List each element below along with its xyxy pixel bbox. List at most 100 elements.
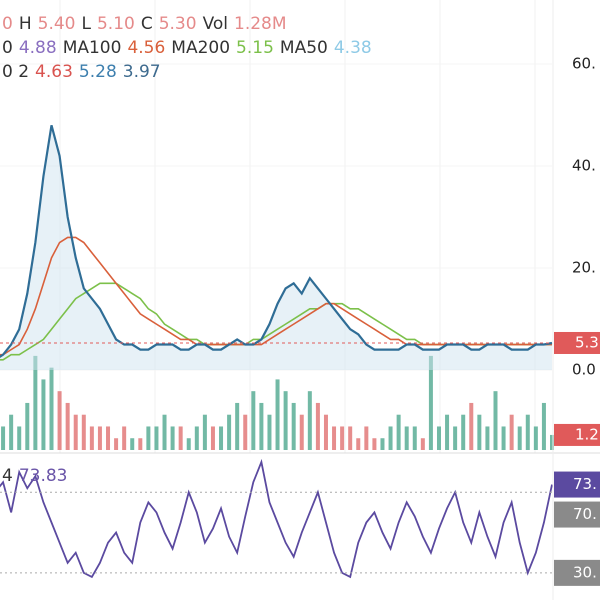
- volume-bar: [57, 391, 62, 450]
- volume-bar: [493, 391, 498, 450]
- volume-bar: [210, 426, 215, 450]
- volume-bar: [396, 414, 401, 450]
- volume-bar: [380, 438, 385, 450]
- header-text: 1.28M: [234, 14, 287, 34]
- volume-bar: [267, 414, 272, 450]
- header-text: H: [18, 14, 32, 34]
- volume-bar: [106, 426, 111, 450]
- volume-bar: [259, 402, 264, 450]
- header-text: 4: [2, 466, 13, 486]
- volume-bar: [114, 438, 119, 450]
- y-tick-label: 40.: [572, 157, 596, 175]
- volume-bar: [428, 355, 433, 450]
- volume-bar: [420, 438, 425, 450]
- header-text: C: [140, 14, 153, 34]
- rsi-tick-label: 30.: [573, 563, 597, 581]
- volume-bar: [97, 426, 102, 450]
- header-text: 4.63: [35, 62, 73, 82]
- header-text: 73.83: [18, 466, 68, 486]
- volume-bar: [436, 426, 441, 450]
- header-row: 0 4.88 MA100 4.56 MA200 5.15 MA50 4.38: [2, 38, 378, 58]
- volume-bar: [89, 426, 94, 450]
- volume-bar: [251, 391, 256, 450]
- header-text: MA200: [171, 38, 231, 58]
- volume-bar: [9, 414, 14, 450]
- volume-bar: [550, 434, 554, 450]
- volume-bar: [485, 426, 490, 450]
- volume-bar: [323, 414, 328, 450]
- price-area: [0, 125, 552, 371]
- header-text: 4.56: [127, 38, 166, 58]
- rsi-tag-bg: [554, 471, 600, 498]
- volume-bar: [170, 426, 175, 450]
- volume-bar: [41, 379, 46, 450]
- header-text: Vol: [202, 14, 228, 34]
- price-tag: 5.3: [575, 333, 599, 351]
- volume-bar: [364, 426, 369, 450]
- ma-line: [0, 124, 553, 358]
- volume-bar: [178, 426, 183, 450]
- volume-bar: [501, 426, 506, 450]
- volume-bar: [404, 426, 409, 450]
- volume-bar: [332, 426, 337, 450]
- y-tick-label: 0.0: [572, 361, 596, 379]
- header-text: 5.15: [236, 38, 274, 58]
- header-text: 5.30: [158, 14, 197, 34]
- rsi-tick-label: 70.: [573, 505, 597, 523]
- y-tick-label: 20.: [572, 259, 596, 277]
- rsi-header: 4 73.83: [2, 466, 74, 486]
- volume-bar: [65, 402, 70, 450]
- rsi-line: [0, 458, 553, 579]
- volume-bar: [219, 426, 224, 450]
- rsi-tick-bg: [554, 559, 600, 586]
- volume-bar: [453, 426, 458, 450]
- rsi-tag: 73.: [573, 475, 597, 493]
- volume-bar: [291, 402, 296, 450]
- volume-bar: [17, 426, 22, 450]
- rsi-panel: [0, 453, 600, 600]
- header-text: MA50: [279, 38, 328, 58]
- header-text: 4.38: [333, 38, 372, 58]
- price-tag-bg: [554, 331, 600, 354]
- header-text: 5.40: [37, 14, 76, 34]
- volume-bar: [412, 426, 417, 450]
- volume-bar: [307, 391, 312, 450]
- volume-bar: [146, 426, 151, 450]
- volume-tag-bg: [554, 423, 600, 446]
- header-text: 4.88: [18, 38, 57, 58]
- volume-bar: [388, 426, 393, 450]
- volume-bar: [25, 402, 30, 450]
- volume-bar: [194, 426, 199, 450]
- volume-bar: [81, 414, 86, 450]
- volume-bar: [162, 414, 167, 450]
- volume-bar: [122, 426, 127, 450]
- volume-bar: [243, 414, 248, 450]
- volume-bar: [340, 426, 345, 450]
- header-text: 5.10: [96, 14, 135, 34]
- header-text: 0 2: [2, 62, 30, 82]
- rsi-tick-bg: [554, 501, 600, 528]
- volume-bar: [1, 426, 6, 450]
- volume-bar: [49, 367, 54, 450]
- volume-bar: [130, 438, 135, 450]
- volume-bar: [477, 414, 482, 450]
- volume-tag: 1.2: [575, 425, 599, 443]
- header-text: L: [81, 14, 91, 34]
- volume-bar: [73, 414, 78, 450]
- volume-bar: [356, 438, 361, 450]
- volume-bar: [202, 414, 207, 450]
- volume-bar: [154, 426, 159, 450]
- volume-bar: [541, 402, 546, 450]
- header-row: 0 H 5.40 L 5.10 C 5.30 Vol 1.28M: [2, 14, 293, 34]
- volume-bar: [299, 414, 304, 450]
- volume-bar: [235, 402, 240, 450]
- volume-bar: [33, 355, 38, 450]
- header-text: MA100: [62, 38, 122, 58]
- volume-bar: [372, 438, 377, 450]
- header-text: 0: [2, 14, 13, 34]
- volume-bar: [283, 391, 288, 450]
- volume-bar: [315, 402, 320, 450]
- volume-bar: [227, 414, 232, 450]
